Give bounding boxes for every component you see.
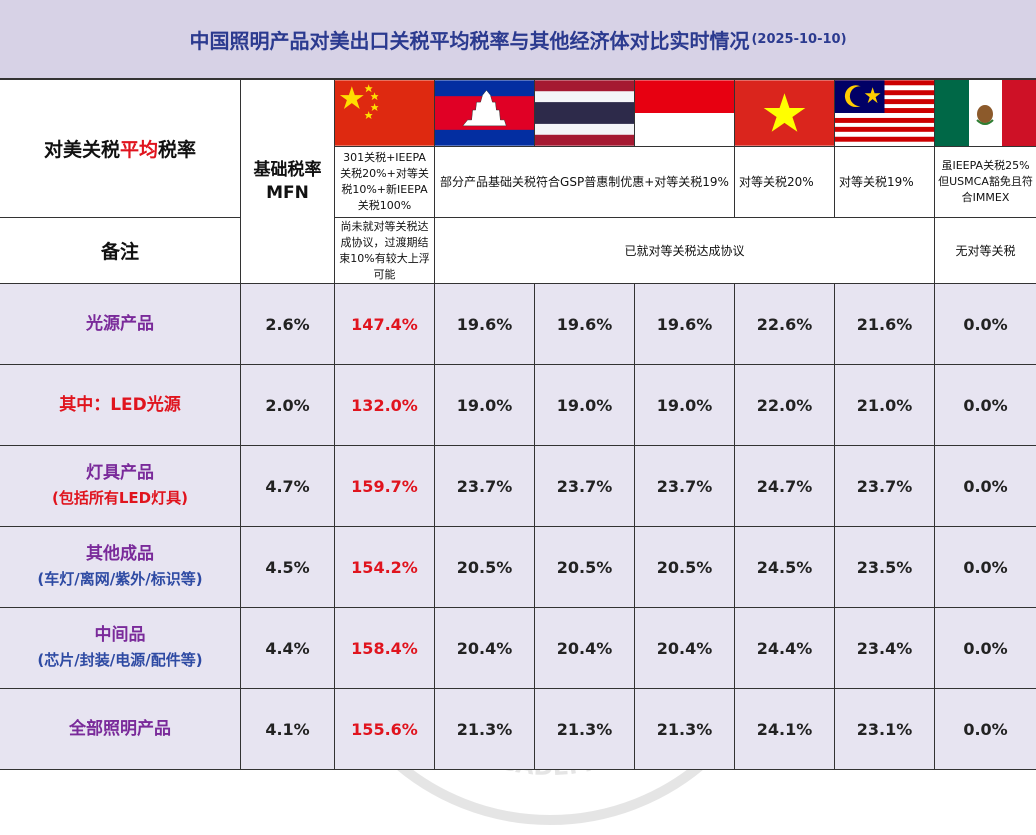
row-label: 中间品 (芯片/封装/电源/配件等) [0, 608, 241, 689]
mfn-value: 4.5% [241, 527, 335, 608]
mfn-value: 4.7% [241, 446, 335, 527]
row-label-main: 灯具产品 [86, 463, 154, 483]
rate-value: 20.4% [635, 608, 735, 689]
china-value: 159.7% [335, 446, 435, 527]
rate-value: 24.7% [735, 446, 835, 527]
rate-value: 20.5% [635, 527, 735, 608]
mfn-header: 基础税率 MFN [241, 80, 335, 284]
rate-value: 20.5% [535, 527, 635, 608]
page-title: 中国照明产品对美出口关税平均税率与其他经济体对比实时情况 [189, 28, 750, 53]
row-label: 灯具产品 (包括所有LED灯具) [0, 446, 241, 527]
rate-value: 21.3% [435, 689, 535, 770]
china-remark: 尚未就对等关税达成协议，过渡期结束10%有较大上浮可能 [335, 218, 435, 284]
rate-value: 19.6% [535, 284, 635, 365]
rate-value: 0.0% [935, 527, 1036, 608]
rate-value: 23.7% [435, 446, 535, 527]
rate-value: 21.3% [535, 689, 635, 770]
rate-value: 22.0% [735, 365, 835, 446]
china-rule: 301关税+IEEPA关税20%+对等关税10%+新IEEPA关税100% [335, 146, 435, 218]
rate-value: 23.7% [535, 446, 635, 527]
mexico-remark: 无对等关税 [935, 218, 1036, 284]
asean-rule: 部分产品基础关税符合GSP普惠制优惠+对等关税19% [435, 146, 735, 218]
rate-value: 23.1% [835, 689, 935, 770]
china-value: 154.2% [335, 527, 435, 608]
rate-value: 20.5% [435, 527, 535, 608]
row-label-sub: (包括所有LED灯具) [52, 489, 188, 507]
rate-value: 19.0% [535, 365, 635, 446]
row-label: 光源产品 [0, 284, 241, 365]
rate-value: 0.0% [935, 689, 1036, 770]
rate-value: 19.0% [635, 365, 735, 446]
agreed-remark: 已就对等关税达成协议 [435, 218, 935, 284]
row-label: 全部照明产品 [0, 689, 241, 770]
china-value: 147.4% [335, 284, 435, 365]
mfn-value: 2.6% [241, 284, 335, 365]
rate-value: 24.1% [735, 689, 835, 770]
mexico-flag [935, 80, 1036, 146]
rate-value: 24.4% [735, 608, 835, 689]
thailand-flag [535, 80, 635, 146]
title-bar: 中国照明产品对美出口关税平均税率与其他经济体对比实时情况 (2025-10-10… [0, 0, 1036, 80]
rate-value: 23.7% [635, 446, 735, 527]
row-label-main: 光源产品 [86, 313, 154, 334]
rate-value: 0.0% [935, 365, 1036, 446]
row-label: 其中：LED光源 [0, 365, 241, 446]
china-flag [335, 80, 435, 146]
malaysia-flag [835, 80, 935, 146]
row-label-main: 全部照明产品 [69, 718, 171, 739]
row-label-main: 中间品 [94, 625, 146, 645]
row-label: 其他成品 (车灯/离网/紫外/标识等) [0, 527, 241, 608]
rate-value: 23.5% [835, 527, 935, 608]
remark-header: 备注 [0, 218, 241, 284]
row-label-sub: (车灯/离网/紫外/标识等) [37, 570, 203, 588]
rate-value: 21.6% [835, 284, 935, 365]
rate-value: 24.5% [735, 527, 835, 608]
vietnam-flag [735, 80, 835, 146]
rate-value: 21.3% [635, 689, 735, 770]
tariff-table: 广东光亚照明研究院 GUANGDONG GUANGYA ACADEMY OF L… [0, 80, 1036, 825]
mexico-rule: 虽IEEPA关税25%但USMCA豁免且符合IMMEX [935, 146, 1036, 218]
cambodia-flag [435, 80, 535, 146]
rate-value: 22.6% [735, 284, 835, 365]
rate-value: 0.0% [935, 284, 1036, 365]
rate-value: 19.0% [435, 365, 535, 446]
malaysia-rule: 对等关税19% [835, 146, 935, 218]
mfn-value: 4.1% [241, 689, 335, 770]
indonesia-flag [635, 80, 735, 146]
mfn-value: 2.0% [241, 365, 335, 446]
rate-value: 19.6% [435, 284, 535, 365]
china-value: 158.4% [335, 608, 435, 689]
avg-rate-header: 对美关税 平均 税率 [0, 80, 241, 218]
rate-value: 0.0% [935, 608, 1036, 689]
row-label-sub: (芯片/封装/电源/配件等) [37, 651, 203, 669]
rate-value: 20.4% [435, 608, 535, 689]
row-label-main: 其他成品 [86, 544, 154, 564]
rate-value: 23.7% [835, 446, 935, 527]
rate-value: 0.0% [935, 446, 1036, 527]
row-label-main: 其中：LED光源 [59, 394, 181, 415]
page-date: (2025-10-10) [751, 31, 847, 47]
rate-value: 21.0% [835, 365, 935, 446]
mfn-value: 4.4% [241, 608, 335, 689]
vietnam-rule: 对等关税20% [735, 146, 835, 218]
rate-value: 23.4% [835, 608, 935, 689]
china-value: 132.0% [335, 365, 435, 446]
rate-value: 19.6% [635, 284, 735, 365]
rate-value: 20.4% [535, 608, 635, 689]
china-value: 155.6% [335, 689, 435, 770]
